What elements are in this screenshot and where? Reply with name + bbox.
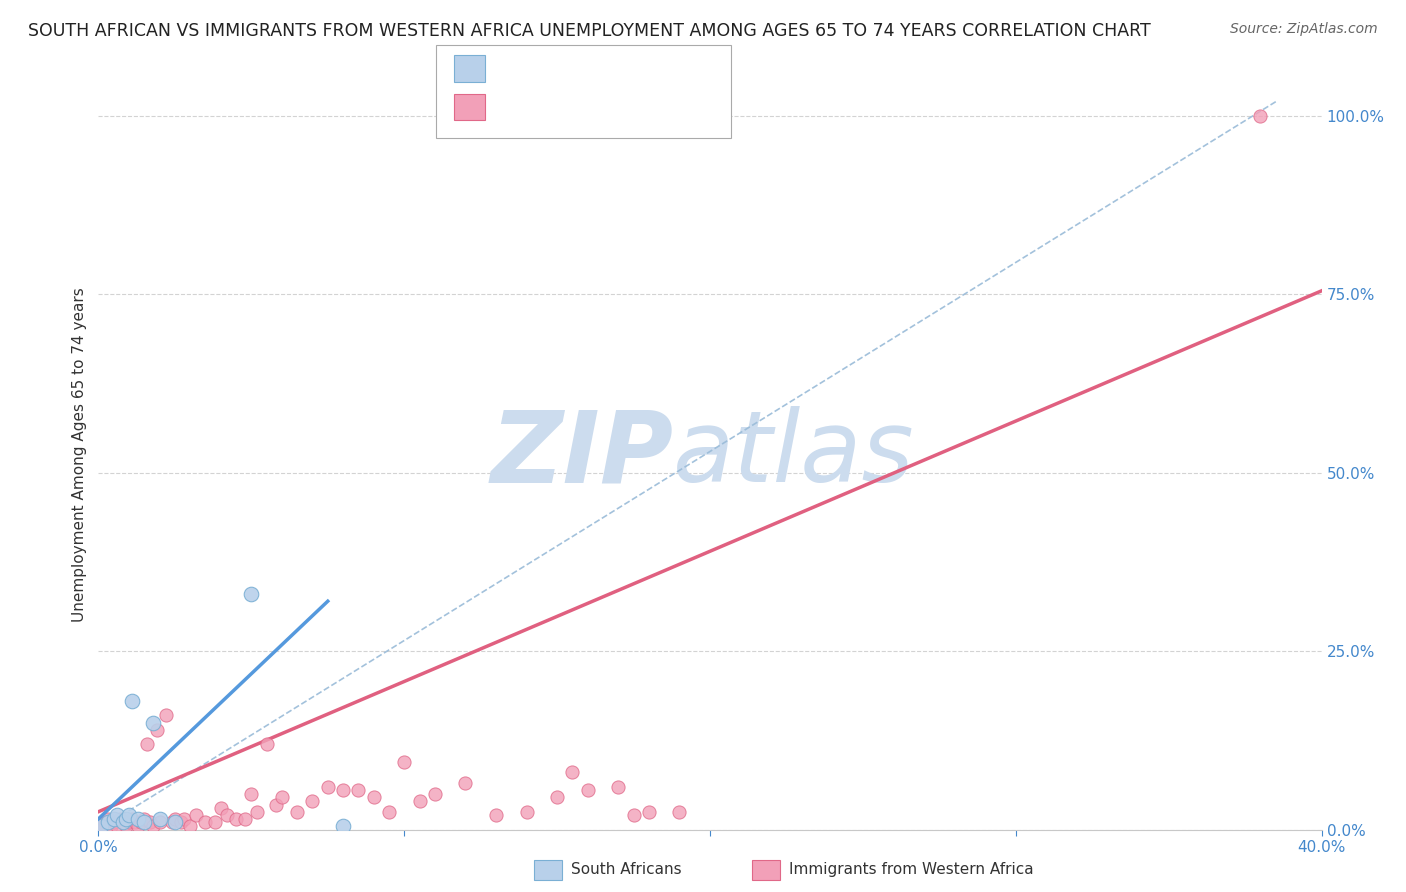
Point [485,808,508,822]
Text: SOUTH AFRICAN VS IMMIGRANTS FROM WESTERN AFRICA UNEMPLOYMENT AMONG AGES 65 TO 74: SOUTH AFRICAN VS IMMIGRANTS FROM WESTERN… [28,22,1152,40]
Point [90,819,112,833]
Point [623,808,645,822]
Point [423,787,446,801]
Point [516,805,538,819]
Point [134,812,156,826]
Text: Source: ZipAtlas.com: Source: ZipAtlas.com [1230,22,1378,37]
Text: ZIP: ZIP [491,407,673,503]
Point [97,812,120,826]
Point [142,819,165,833]
Point [127,812,149,826]
Point [233,812,256,826]
Point [173,812,195,826]
Point [270,790,292,805]
Point [561,765,583,780]
Point [240,787,263,801]
Point [209,801,232,815]
Point [136,737,159,751]
Point [155,708,177,723]
Text: South Africans: South Africans [571,863,682,877]
Point [392,755,416,769]
Point [93,815,115,830]
Point [160,815,183,830]
Point [204,815,226,830]
Point [105,819,128,833]
Point [118,808,141,822]
Point [285,805,308,819]
Point [103,815,125,830]
Point [121,694,143,708]
Point [134,815,156,830]
Point [194,815,217,830]
Point [118,815,141,830]
Text: atlas: atlas [673,407,915,503]
Point [215,808,238,822]
Point [97,815,120,830]
Point [246,805,269,819]
Y-axis label: Unemployment Among Ages 65 to 74 years: Unemployment Among Ages 65 to 74 years [72,287,87,623]
Text: R =  0.751    N =  60: R = 0.751 N = 60 [496,98,683,116]
Point [408,794,430,808]
Point [454,776,477,790]
Point [105,808,128,822]
Point [129,815,152,830]
Point [111,815,134,830]
Point [124,815,146,830]
Point [139,815,162,830]
Point [121,812,143,826]
Point [378,805,401,819]
Point [347,783,370,797]
Point [163,812,186,826]
Point [163,815,186,830]
Point [225,812,247,826]
Point [90,819,112,833]
Point [170,815,193,830]
Point [301,794,323,808]
Point [111,815,134,830]
Point [637,805,661,819]
Point [127,819,149,833]
Point [145,723,167,737]
Point [100,819,122,833]
Point [115,812,138,826]
Point [546,790,568,805]
Point [149,815,172,830]
Point [668,805,690,819]
Point [108,812,131,826]
Point [264,797,287,812]
Point [90,819,112,833]
Text: Immigrants from Western Africa: Immigrants from Western Africa [789,863,1033,877]
Point [179,819,201,833]
Point [186,808,208,822]
Point [103,812,125,826]
Point [1249,109,1271,123]
Point [332,783,354,797]
Point [576,783,599,797]
Point [142,715,165,730]
Point [607,780,630,794]
Point [316,780,339,794]
Point [240,587,263,601]
Point [256,737,278,751]
Point [363,790,385,805]
Point [149,812,172,826]
Point [332,819,354,833]
Text: R =  0.703    N =  15: R = 0.703 N = 15 [496,60,683,78]
Point [115,819,138,833]
